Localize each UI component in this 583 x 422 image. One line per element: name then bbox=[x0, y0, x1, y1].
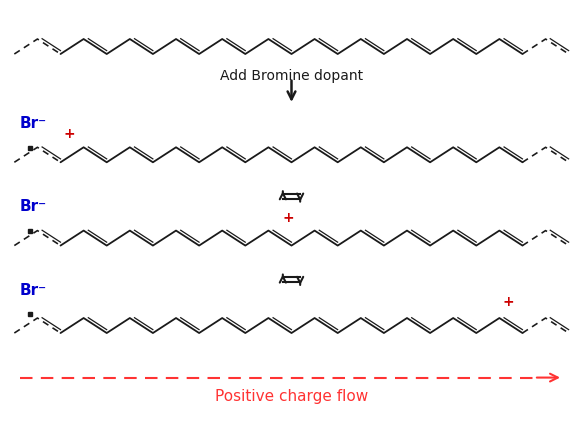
Text: Br⁻: Br⁻ bbox=[20, 283, 47, 298]
Text: Add Bromine dopant: Add Bromine dopant bbox=[220, 69, 363, 83]
Text: +: + bbox=[502, 295, 514, 309]
Text: +: + bbox=[283, 211, 294, 225]
Text: Br⁻: Br⁻ bbox=[20, 199, 47, 214]
Text: Positive charge flow: Positive charge flow bbox=[215, 389, 368, 404]
Text: Br⁻: Br⁻ bbox=[20, 116, 47, 131]
Text: +: + bbox=[64, 127, 75, 141]
